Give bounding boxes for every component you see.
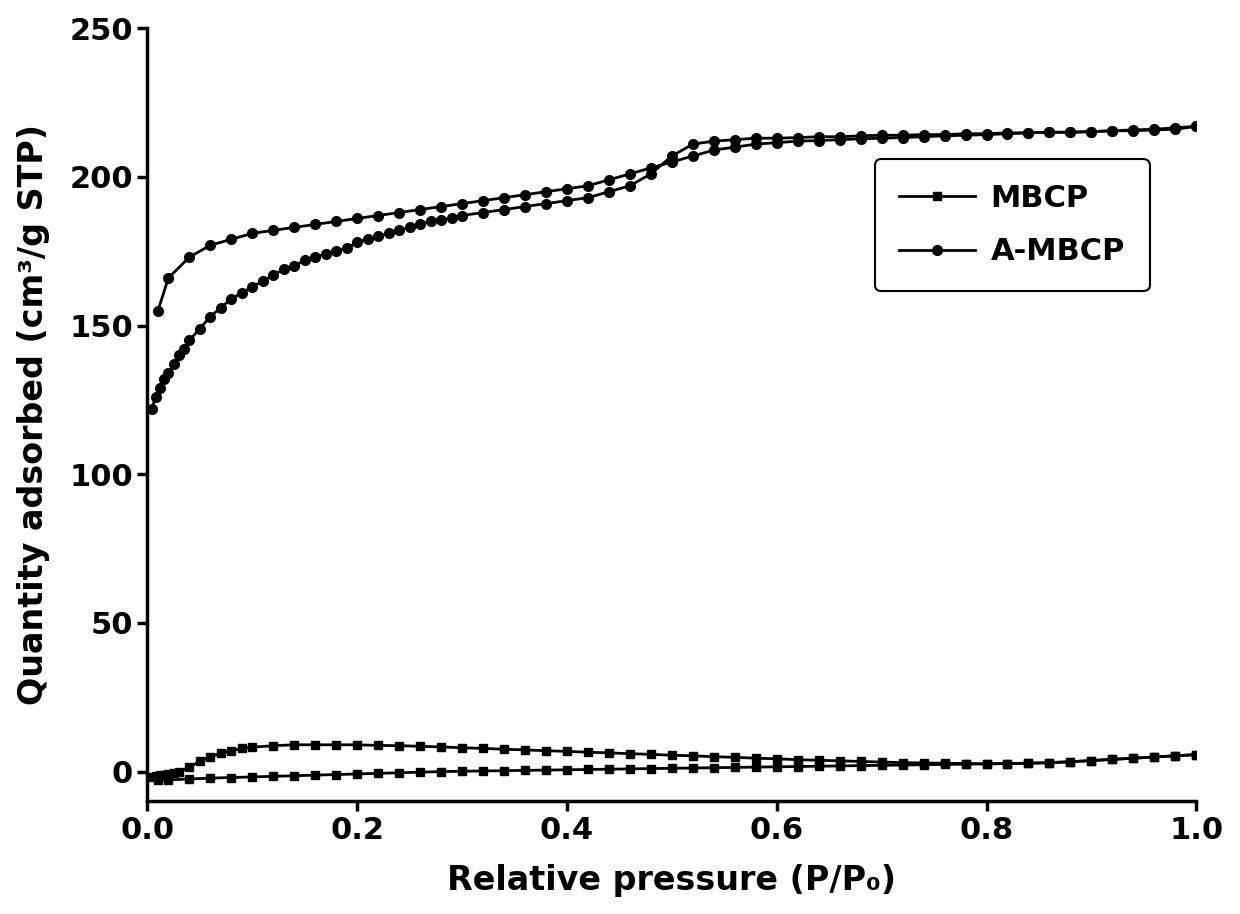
MBCP [203,751,218,762]
MBCP [171,767,186,778]
Y-axis label: Quantity adsorbed (cm³/g STP): Quantity adsorbed (cm³/g STP) [16,124,50,706]
Line: A-MBCP: A-MBCP [146,122,1202,414]
A-MBCP [980,128,994,139]
A-MBCP [265,270,280,281]
A-MBCP [538,198,553,209]
A-MBCP [286,260,301,271]
Line: MBCP: MBCP [148,740,1200,781]
MBCP [874,757,889,768]
X-axis label: Relative pressure (P/P₀): Relative pressure (P/P₀) [448,865,897,898]
A-MBCP [1189,121,1204,132]
Legend: MBCP, A-MBCP: MBCP, A-MBCP [874,159,1149,291]
A-MBCP [959,128,973,139]
A-MBCP [144,403,159,414]
MBCP [308,739,322,750]
MBCP [153,770,167,781]
MBCP [622,749,637,760]
A-MBCP [319,249,334,260]
MBCP [144,771,159,782]
MBCP [1189,749,1204,760]
MBCP [286,739,301,750]
